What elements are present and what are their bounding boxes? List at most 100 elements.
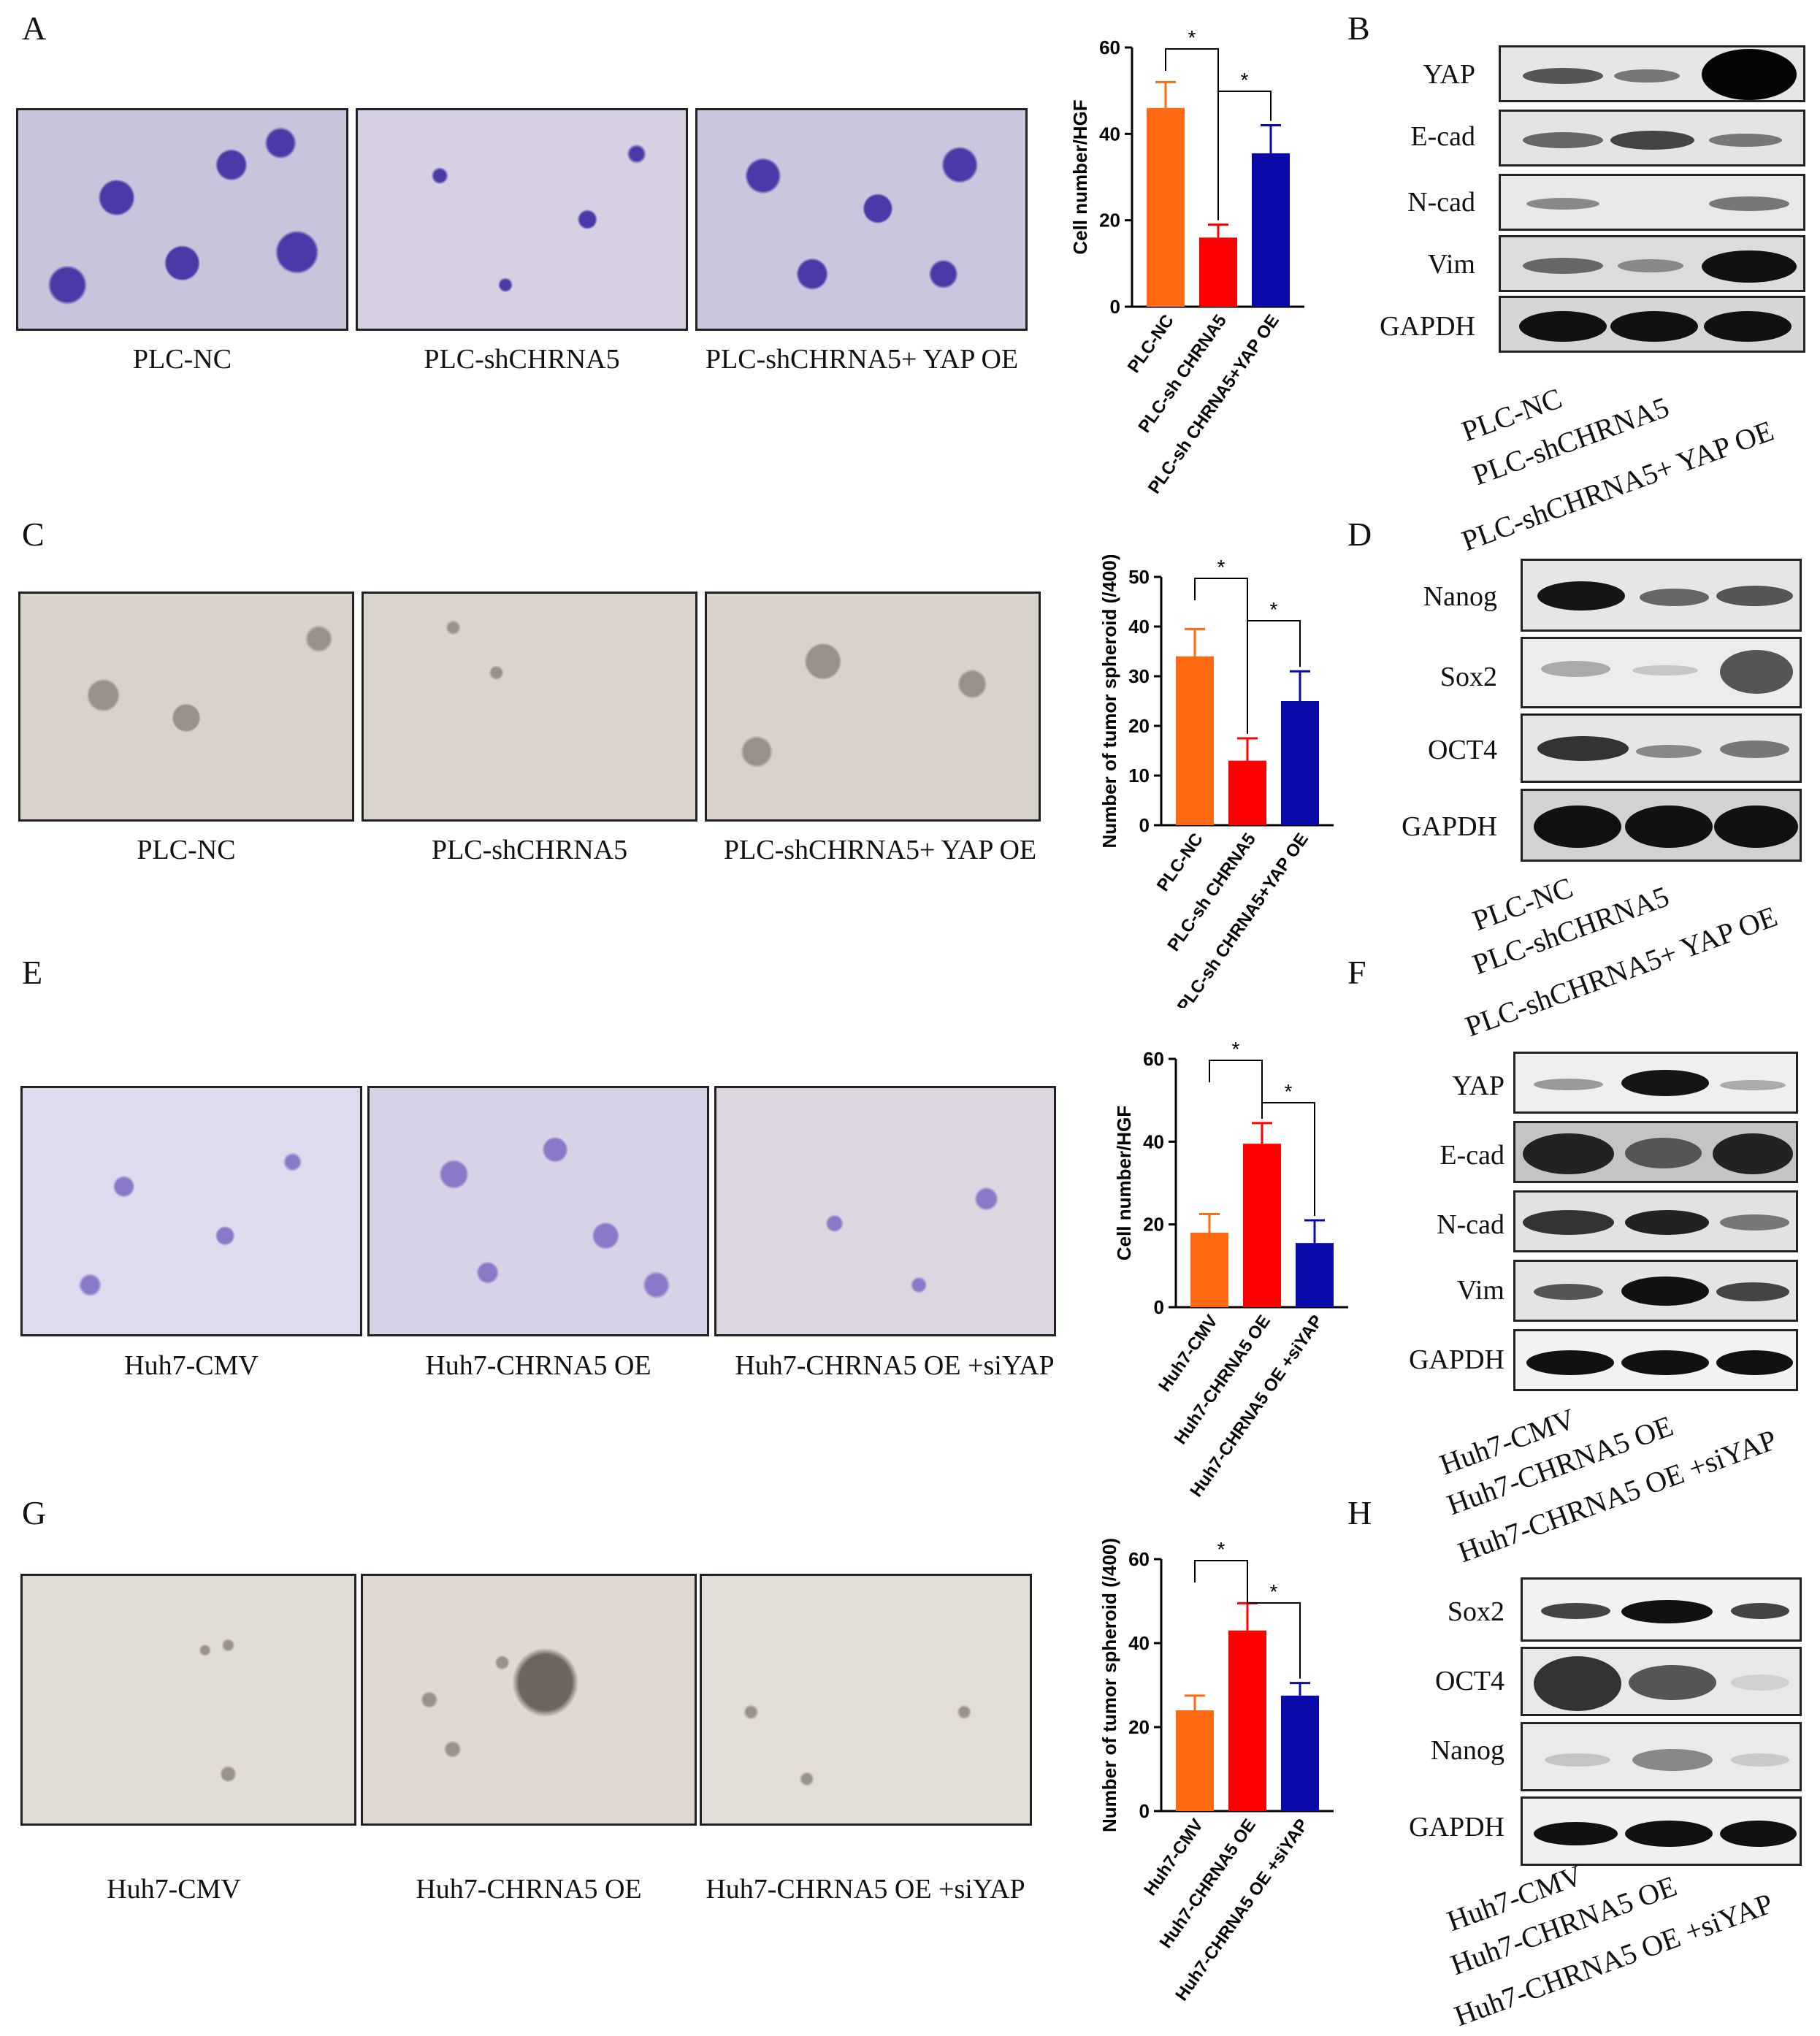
- bar: [1252, 153, 1290, 307]
- caption-a1: PLC-NC: [132, 344, 232, 375]
- x-tick-label: Huh7-CHRNA5 OE: [1156, 1815, 1260, 1952]
- y-tick-label: 40: [1128, 1632, 1150, 1654]
- caption-c3: PLC-shCHRNA5+ YAP OE: [723, 835, 1037, 865]
- bar: [1199, 237, 1237, 307]
- bar: [1281, 1695, 1319, 1811]
- significance-star: *: [1188, 26, 1196, 49]
- y-tick-label: 60: [1143, 1048, 1164, 1070]
- bar: [1228, 760, 1266, 825]
- blot-label-b-ecad: E-cad: [1410, 121, 1475, 152]
- micrograph-c3: [705, 592, 1041, 822]
- panel-label-a: A: [22, 9, 47, 47]
- caption-a2: PLC-shCHRNA5: [424, 344, 620, 375]
- micrograph-c2: [362, 592, 697, 822]
- micrograph-e1: [20, 1086, 362, 1336]
- y-tick-label: 40: [1143, 1130, 1164, 1152]
- y-axis-label: Cell number/HGF: [1069, 99, 1091, 254]
- caption-a3: PLC-shCHRNA5+ YAP OE: [705, 344, 1019, 375]
- blot-strip: [1521, 1647, 1802, 1716]
- caption-g2: Huh7-CHRNA5 OE: [416, 1874, 642, 1905]
- blot-strip: [1521, 637, 1802, 708]
- blot-label-d-nanog: Nanog: [1423, 581, 1497, 612]
- blot-strip: [1513, 1190, 1798, 1252]
- significance-bracket: [1217, 91, 1272, 121]
- bar-chart-g: 0 20 40 60 Number of tumor spheroid (/400) Hu…: [1098, 1538, 1334, 2005]
- blot-label-f-ncad: N-cad: [1437, 1209, 1504, 1240]
- caption-g3: Huh7-CHRNA5 OE +siYAP: [706, 1874, 1025, 1905]
- y-tick-label: 0: [1139, 1800, 1150, 1822]
- significance-star: *: [1270, 598, 1278, 621]
- bar: [1176, 1710, 1214, 1811]
- micrograph-g1: [20, 1574, 356, 1826]
- blot-strip: [1499, 174, 1805, 231]
- y-tick-label: 0: [1139, 814, 1150, 836]
- blot-label-h-oct4: OCT4: [1435, 1666, 1504, 1696]
- blot-label-f-yap: YAP: [1452, 1071, 1504, 1101]
- blot-label-f-gapdh: GAPDH: [1409, 1344, 1504, 1375]
- blot-strip: [1521, 713, 1802, 783]
- significance-star: *: [1217, 1538, 1226, 1561]
- blot-label-b-yap: YAP: [1423, 59, 1475, 90]
- significance-bracket: [1194, 1560, 1248, 1599]
- blot-label-h-sox2: Sox2: [1447, 1596, 1504, 1627]
- blot-strip: [1513, 1329, 1798, 1391]
- y-tick-label: 10: [1128, 765, 1150, 787]
- micrograph-e2: [367, 1086, 709, 1336]
- panel-label-e: E: [22, 954, 43, 991]
- panel-label-b: B: [1347, 9, 1370, 47]
- panel-label-c: C: [22, 516, 45, 553]
- blot-label-h-gapdh: GAPDH: [1409, 1812, 1504, 1842]
- micrograph-g3: [700, 1574, 1032, 1826]
- significance-bracket: [1247, 1599, 1301, 1679]
- y-tick-label: 40: [1099, 123, 1120, 145]
- blot-strip: [1513, 1121, 1798, 1183]
- blot-label-b-vim: Vim: [1427, 249, 1475, 280]
- panel-label-h: H: [1347, 1494, 1372, 1531]
- blot-strip: [1499, 45, 1805, 102]
- y-axis-label: Number of tumor spheroid (/400): [1098, 1538, 1120, 1832]
- micrograph-e3: [714, 1086, 1056, 1336]
- blot-strip: [1513, 1260, 1798, 1322]
- significance-star: *: [1285, 1080, 1293, 1103]
- blot-strip: [1521, 1796, 1802, 1866]
- blot-strip: [1499, 296, 1805, 353]
- bar: [1228, 1630, 1266, 1811]
- micrograph-a2: [356, 108, 688, 331]
- bar: [1147, 107, 1185, 307]
- y-axis-label: Number of tumor spheroid (/400): [1098, 555, 1120, 849]
- y-tick-label: 40: [1128, 616, 1150, 638]
- y-tick-label: 60: [1128, 1548, 1150, 1570]
- significance-star: *: [1241, 69, 1249, 91]
- blot-strip: [1521, 1577, 1802, 1642]
- significance-bracket: [1261, 1102, 1315, 1216]
- y-tick-label: 50: [1128, 566, 1150, 588]
- blot-strip: [1521, 789, 1802, 862]
- significance-bracket: [1194, 578, 1248, 734]
- blot-strip: [1499, 235, 1805, 292]
- y-tick-label: 20: [1128, 1716, 1150, 1738]
- bar: [1176, 656, 1214, 825]
- x-tick-label: PLC-NC: [1153, 830, 1207, 895]
- y-axis-label: Cell number/HGF: [1113, 1106, 1135, 1260]
- x-tick-label: Huh7-CHRNA5 OE: [1171, 1312, 1274, 1448]
- blot-strip: [1521, 1722, 1802, 1791]
- y-tick-label: 20: [1099, 210, 1120, 231]
- caption-e3: Huh7-CHRNA5 OE +siYAP: [735, 1350, 1055, 1381]
- significance-bracket: [1209, 1060, 1263, 1119]
- y-tick-label: 20: [1143, 1214, 1164, 1236]
- significance-bracket: [1165, 48, 1219, 221]
- panel-label-d: D: [1347, 516, 1372, 553]
- blot-label-f-ecad: E-cad: [1439, 1140, 1504, 1171]
- significance-star: *: [1232, 1038, 1240, 1060]
- y-tick-label: 60: [1099, 37, 1120, 58]
- x-tick-label: PLC-NC: [1124, 311, 1178, 377]
- blot-label-h-nanog: Nanog: [1430, 1735, 1504, 1766]
- micrograph-a1: [16, 108, 348, 331]
- panel-label-f: F: [1347, 954, 1366, 991]
- significance-star: *: [1217, 556, 1226, 578]
- y-tick-label: 30: [1128, 665, 1150, 687]
- bar: [1296, 1243, 1334, 1307]
- blot-strip: [1513, 1052, 1798, 1114]
